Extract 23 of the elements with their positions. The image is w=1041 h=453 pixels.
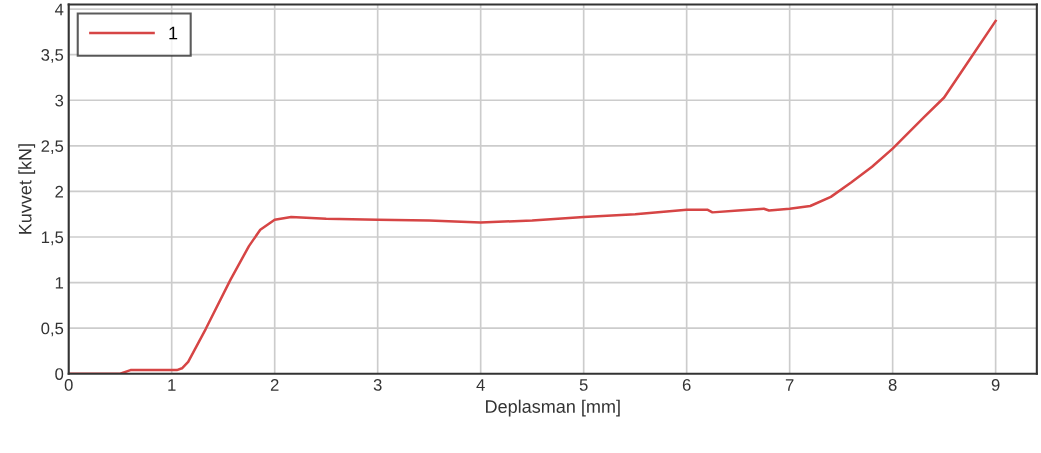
x-tick-label: 2 [270,379,279,391]
y-tick-label: 1,5 [41,231,64,246]
y-tick-label: 4 [54,3,64,16]
x-tick-label: 4 [476,379,485,391]
x-axis-title: Deplasman [mm] [486,399,620,417]
y-tick-label: 1 [55,277,64,289]
y-axis-title: Kuvvet [kN] [18,144,36,234]
y-tick-label: 0 [55,368,64,380]
y-tick-label: 2,5 [41,140,64,154]
y-tick-label: 3 [55,94,64,107]
x-tick-label: 3 [373,379,382,391]
y-tick-label: 0,5 [41,322,64,337]
x-tick-label: 9 [991,379,1000,391]
x-tick-label: 5 [579,379,588,391]
y-tick-label: 3,5 [41,49,64,63]
x-tick-label: 7 [785,379,794,391]
legend-label: 1 [169,26,178,40]
x-tick-label: 1 [168,379,176,391]
y-tick-label: 2 [55,185,64,198]
line-series [68,19,997,374]
x-tick-label: 6 [682,379,691,391]
x-tick-label: 8 [888,379,897,391]
x-tick-label: 0 [64,379,73,391]
